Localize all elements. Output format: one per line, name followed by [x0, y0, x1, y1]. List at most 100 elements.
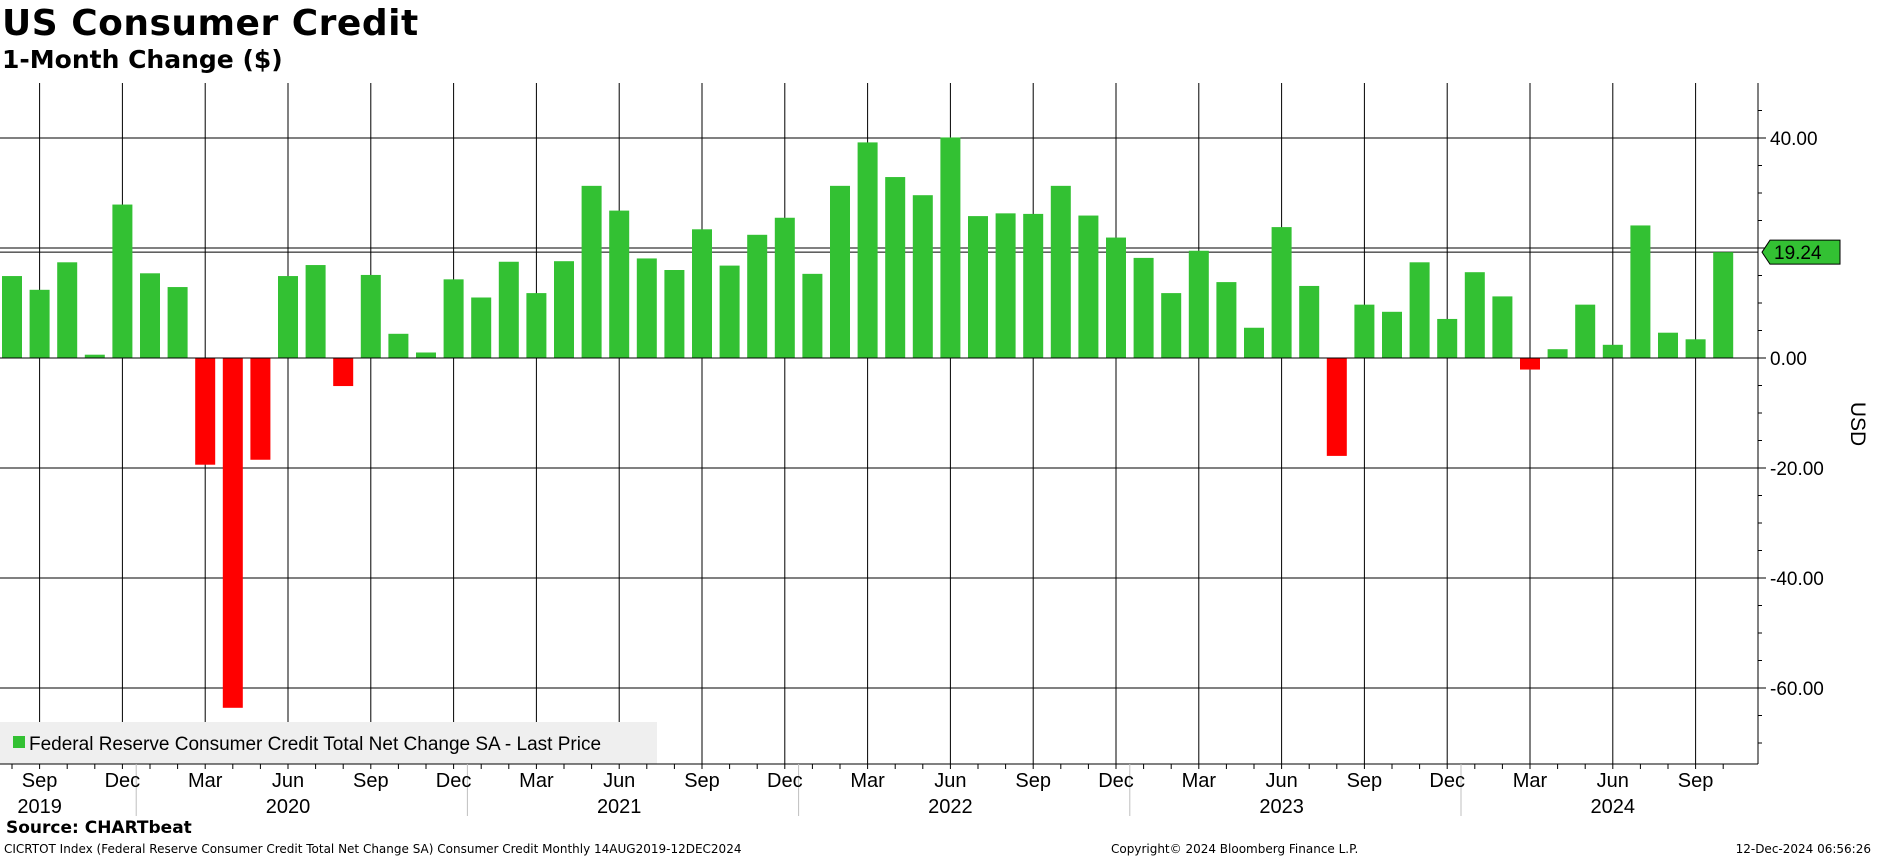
x-month-label: Sep	[353, 770, 389, 792]
bar	[1685, 339, 1706, 358]
bar	[416, 352, 436, 358]
y-axis-label: USD	[1846, 402, 1869, 446]
bar	[581, 185, 602, 358]
x-month-label: Mar	[850, 770, 885, 792]
x-month-label: Jun	[934, 770, 966, 792]
bar	[1023, 213, 1044, 358]
bar	[443, 279, 464, 358]
footer-timestamp: 12-Dec-2024 06:56:26	[1735, 842, 1871, 856]
x-year-label: 2020	[266, 796, 311, 818]
legend-label: Federal Reserve Consumer Credit Total Ne…	[29, 734, 601, 755]
x-month-label: Dec	[1429, 770, 1465, 792]
bar	[830, 185, 850, 358]
y-tick-label: -60.00	[1770, 679, 1824, 700]
bar	[1326, 358, 1347, 456]
x-month-label: Jun	[603, 770, 635, 792]
bar	[278, 276, 298, 358]
x-month-label: Sep	[1678, 770, 1714, 792]
bar	[360, 274, 381, 358]
x-year-label: 2021	[597, 796, 642, 818]
bar	[1216, 282, 1237, 358]
x-month-label: Mar	[1182, 770, 1217, 792]
legend-swatch	[13, 736, 25, 748]
bar	[968, 216, 988, 358]
bar	[222, 358, 243, 708]
bar	[1464, 272, 1485, 358]
bar	[636, 258, 657, 358]
x-month-label: Mar	[188, 770, 223, 792]
x-month-label: Jun	[1597, 770, 1629, 792]
bar	[1409, 262, 1430, 358]
x-month-label: Dec	[436, 770, 472, 792]
x-month-label: Sep	[1015, 770, 1051, 792]
bar	[885, 177, 906, 358]
bar	[2, 276, 22, 358]
bar	[1244, 327, 1264, 358]
bar	[1547, 349, 1568, 358]
bar	[112, 204, 133, 358]
bar	[1382, 311, 1402, 358]
source-label: Source: CHARTbeat	[6, 818, 192, 838]
x-month-label: Dec	[105, 770, 141, 792]
chart-title: US Consumer Credit	[2, 3, 419, 44]
bar	[195, 358, 216, 465]
bar	[940, 137, 961, 358]
footer-description: CICRTOT Index (Federal Reserve Consumer …	[4, 842, 742, 856]
bar	[1713, 252, 1734, 358]
x-month-label: Dec	[1098, 770, 1134, 792]
bar	[1354, 304, 1375, 358]
bar	[250, 358, 271, 460]
bar	[167, 287, 188, 358]
bar	[526, 293, 547, 358]
bar	[1602, 344, 1623, 358]
x-month-label: Sep	[684, 770, 720, 792]
bar	[140, 273, 160, 358]
bar	[609, 210, 630, 358]
bar	[498, 261, 519, 358]
bar	[305, 265, 326, 358]
bar	[719, 265, 740, 358]
bar	[995, 213, 1016, 358]
bar	[333, 358, 354, 387]
bar	[1078, 215, 1099, 358]
footer-copyright: Copyright© 2024 Bloomberg Finance L.P.	[1111, 842, 1359, 856]
bar	[664, 270, 685, 358]
x-month-label: Dec	[767, 770, 803, 792]
x-month-label: Sep	[1347, 770, 1383, 792]
bar	[1299, 285, 1320, 358]
x-year-label: 2019	[17, 796, 62, 818]
x-month-label: Mar	[519, 770, 554, 792]
bar	[1575, 304, 1596, 358]
x-year-label: 2022	[928, 796, 973, 818]
chart-subtitle: 1-Month Change ($)	[2, 45, 283, 74]
x-year-label: 2023	[1259, 796, 1304, 818]
bar	[554, 261, 574, 358]
bar	[388, 333, 409, 358]
bar	[747, 234, 768, 358]
bar	[802, 273, 823, 358]
bar	[1050, 185, 1071, 358]
x-year-label: 2024	[1591, 796, 1636, 818]
bar	[1106, 237, 1126, 358]
y-tick-label: -40.00	[1770, 569, 1824, 590]
bar	[1188, 250, 1209, 358]
bar	[857, 142, 878, 358]
bar	[84, 354, 105, 358]
bar	[774, 217, 795, 358]
bar	[912, 195, 933, 358]
y-tick-label: 40.00	[1770, 129, 1818, 150]
y-tick-label: 0.00	[1770, 349, 1807, 370]
bar	[471, 297, 492, 358]
x-month-label: Mar	[1513, 770, 1548, 792]
x-month-label: Sep	[22, 770, 58, 792]
bar	[1161, 293, 1182, 358]
bar	[692, 229, 712, 358]
bar	[1271, 227, 1292, 358]
bar	[1133, 257, 1154, 358]
bar	[1492, 296, 1513, 358]
bar	[1658, 332, 1678, 358]
x-month-label: Jun	[1265, 770, 1297, 792]
bar	[1437, 318, 1458, 358]
x-month-label: Jun	[272, 770, 304, 792]
